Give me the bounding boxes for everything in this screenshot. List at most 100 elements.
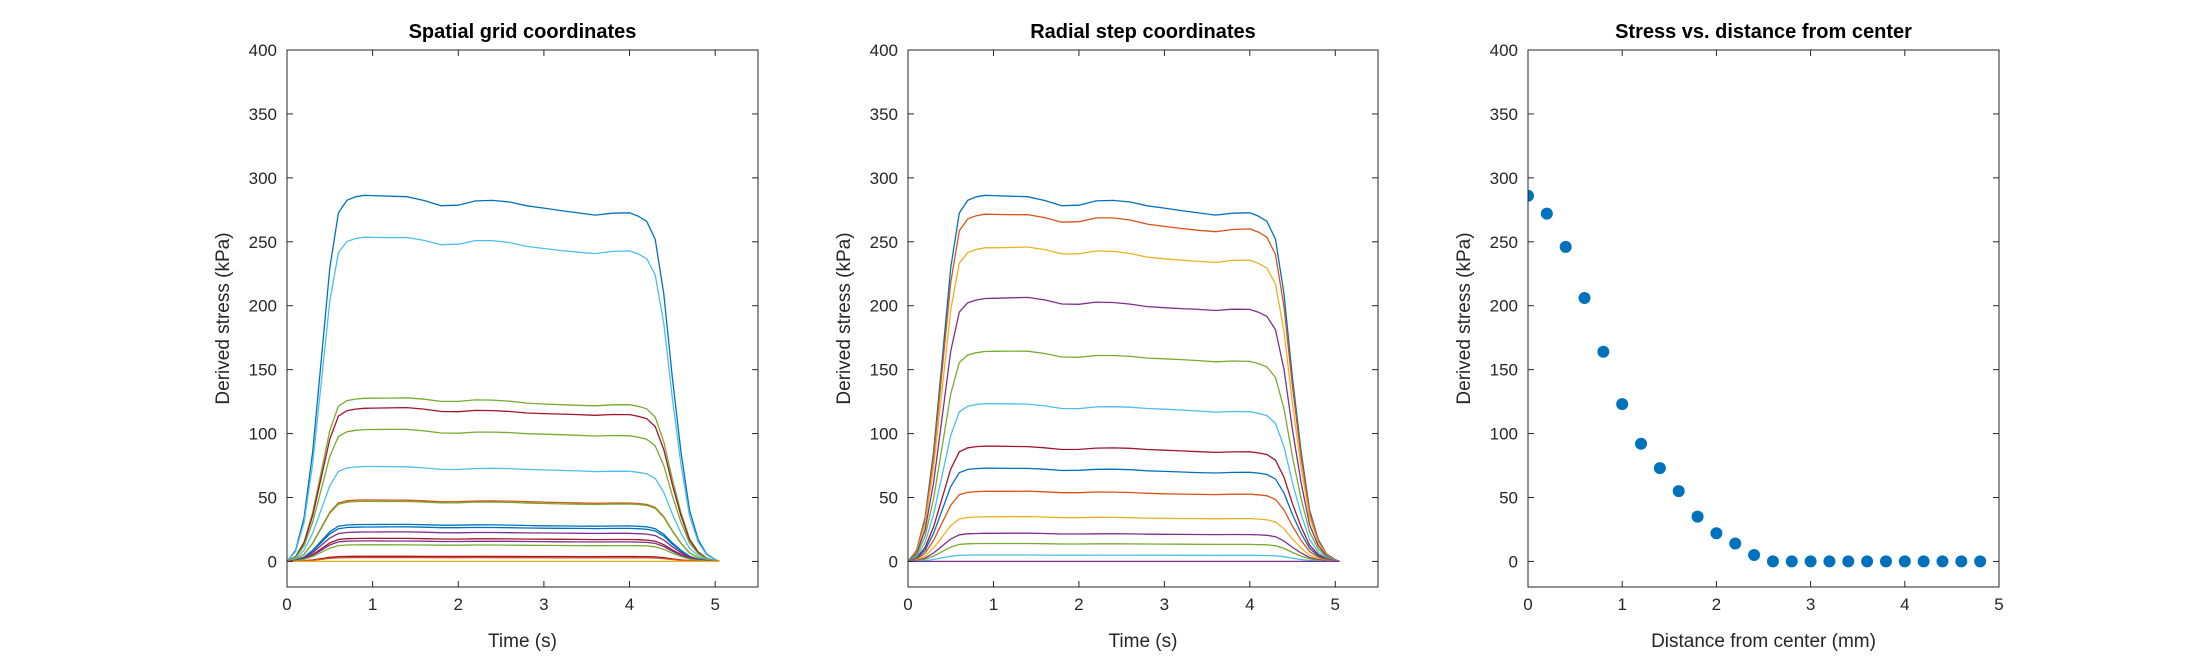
series-line-4 [908,296,1340,563]
scatter-point-24 [1955,555,1968,568]
scatter-point-15 [1785,555,1798,568]
series-line-10 [908,515,1340,563]
y-tick-label: 50 [258,489,277,508]
scatter-point-9 [1672,485,1685,498]
series-line-13 [908,554,1340,563]
series-line-14 [287,544,720,563]
series-line-2 [287,236,720,563]
scatter-point-4 [1578,292,1591,305]
x-tick-label: 3 [1160,595,1169,614]
series-line-7 [908,445,1340,563]
scatter-point-10 [1691,510,1704,523]
series-line-9 [287,523,720,563]
series-line-8 [908,467,1340,563]
x-tick-label: 4 [1900,595,1909,614]
scatter-point-22 [1917,555,1930,568]
y-tick-label: 350 [870,105,898,124]
x-tick-label: 3 [1806,595,1815,614]
scatter-point-20 [1879,555,1892,568]
y-tick-label: 250 [870,233,898,252]
series-line-1 [908,194,1340,562]
scatter-point-13 [1748,549,1761,562]
x-tick-label: 5 [710,595,719,614]
y-axis-label: Derived stress (kPa) [213,232,234,404]
x-tick-label: 5 [1331,595,1340,614]
y-tick-label: 400 [1490,41,1518,60]
x-tick-label: 0 [1523,595,1532,614]
y-tick-label: 250 [1490,233,1518,252]
scatter-point-14 [1766,555,1779,568]
series-line-11 [287,531,720,563]
scatter-point-12 [1729,537,1742,550]
series-line-8 [287,500,720,563]
y-tick-label: 200 [870,297,898,316]
scatter-point-19 [1861,555,1874,568]
y-tick-label: 150 [870,361,898,380]
series-line-12 [908,542,1340,563]
y-tick-label: 350 [1490,105,1518,124]
series-line-5 [908,350,1340,563]
y-tick-label: 100 [1490,425,1518,444]
x-tick-label: 0 [282,595,291,614]
y-tick-label: 400 [249,41,277,60]
series-line-10 [287,526,720,563]
plot-area [287,194,720,563]
axes-box [907,49,1379,588]
scatter-point-18 [1842,555,1855,568]
series-line-13 [287,540,720,563]
series-line-3 [287,397,720,563]
scatter-point-25 [1974,555,1987,568]
series-line-5 [287,428,720,563]
scatter-point-3 [1559,240,1572,253]
x-tick-label: 2 [1712,595,1721,614]
series-line-2 [908,213,1340,563]
series-line-11 [908,532,1340,563]
y-tick-label: 200 [1490,297,1518,316]
y-tick-label: 300 [249,169,277,188]
chart-title: Stress vs. distance from center [1615,21,1912,43]
series-line-12 [287,537,720,563]
y-tick-label: 100 [249,425,277,444]
x-tick-label: 2 [454,595,463,614]
y-tick-label: 350 [249,105,277,124]
scatter-point-5 [1597,345,1610,358]
scatter-point-7 [1635,437,1648,450]
x-tick-label: 0 [903,595,912,614]
series-line-1 [287,194,720,562]
plot-area [1528,189,1987,568]
x-tick-label: 4 [1245,595,1254,614]
scatter-point-23 [1936,555,1949,568]
scatter-point-16 [1804,555,1817,568]
y-tick-label: 0 [889,552,898,571]
x-tick-label: 5 [1994,595,2003,614]
x-tick-label: 1 [368,595,377,614]
y-tick-label: 300 [870,169,898,188]
scatter-point-1 [1528,189,1534,202]
series-line-6 [287,465,720,563]
chart-title: Spatial grid coordinates [409,21,637,43]
scatter-point-21 [1898,555,1911,568]
y-tick-label: 400 [870,41,898,60]
series-line-9 [908,490,1340,563]
x-tick-label: 4 [625,595,634,614]
plot-area [908,194,1340,563]
y-tick-label: 50 [879,489,898,508]
scatter-point-8 [1653,462,1666,475]
y-tick-label: 200 [249,297,277,316]
scatter-point-2 [1540,207,1553,220]
series-line-4 [287,406,720,563]
series-line-6 [908,403,1340,563]
y-axis-label: Derived stress (kPa) [1454,232,1475,404]
axes-box [1527,49,2000,588]
x-tick-label: 3 [539,595,548,614]
y-tick-label: 50 [1499,489,1518,508]
y-tick-label: 300 [1490,169,1518,188]
x-tick-label: 1 [989,595,998,614]
y-tick-label: 100 [870,425,898,444]
chart-title: Radial step coordinates [1030,21,1256,43]
x-tick-label: 2 [1074,595,1083,614]
y-tick-label: 0 [268,552,277,571]
